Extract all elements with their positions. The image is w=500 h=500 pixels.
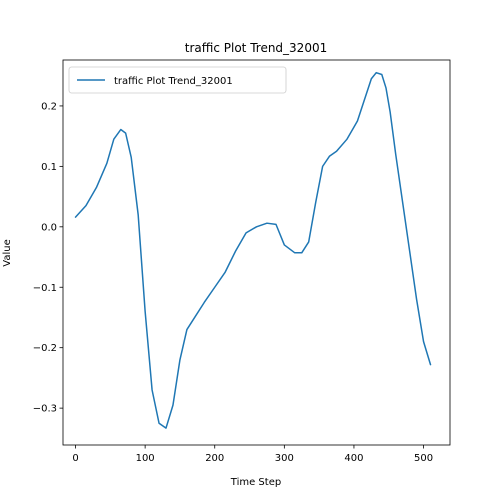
legend-label-0: traffic Plot Trend_32001: [114, 76, 233, 87]
x-axis-label: Time Step: [230, 477, 281, 488]
x-tick-label-5: 500: [414, 453, 433, 464]
series-line-0: [74, 71, 432, 429]
plot-area: 0 100 200 300 400 500 −0.3 −0.2 −0.1 0.0 0.1 0.2: [33, 59, 451, 464]
x-tick-label-2: 200: [205, 453, 224, 464]
axes-frame: [62, 59, 451, 446]
y-tick-label-5: 0.2: [41, 101, 57, 112]
y-tick-label-2: −0.1: [33, 283, 57, 294]
y-tick-label-1: −0.2: [33, 343, 57, 354]
y-axis-label: Value: [2, 239, 13, 266]
x-tick-label-4: 400: [344, 453, 363, 464]
x-tick-label-3: 300: [275, 453, 294, 464]
legend-box: [68, 66, 287, 94]
chart-title: traffic Plot Trend_32001: [185, 41, 327, 55]
y-tick-label-0: −0.3: [33, 404, 57, 415]
x-tick-label-1: 100: [136, 453, 155, 464]
y-tick-label-3: 0.0: [41, 222, 57, 233]
y-tick-label-4: 0.1: [41, 162, 57, 173]
x-tick-label-0: 0: [72, 453, 78, 464]
legend: traffic Plot Trend_32001: [68, 66, 287, 94]
